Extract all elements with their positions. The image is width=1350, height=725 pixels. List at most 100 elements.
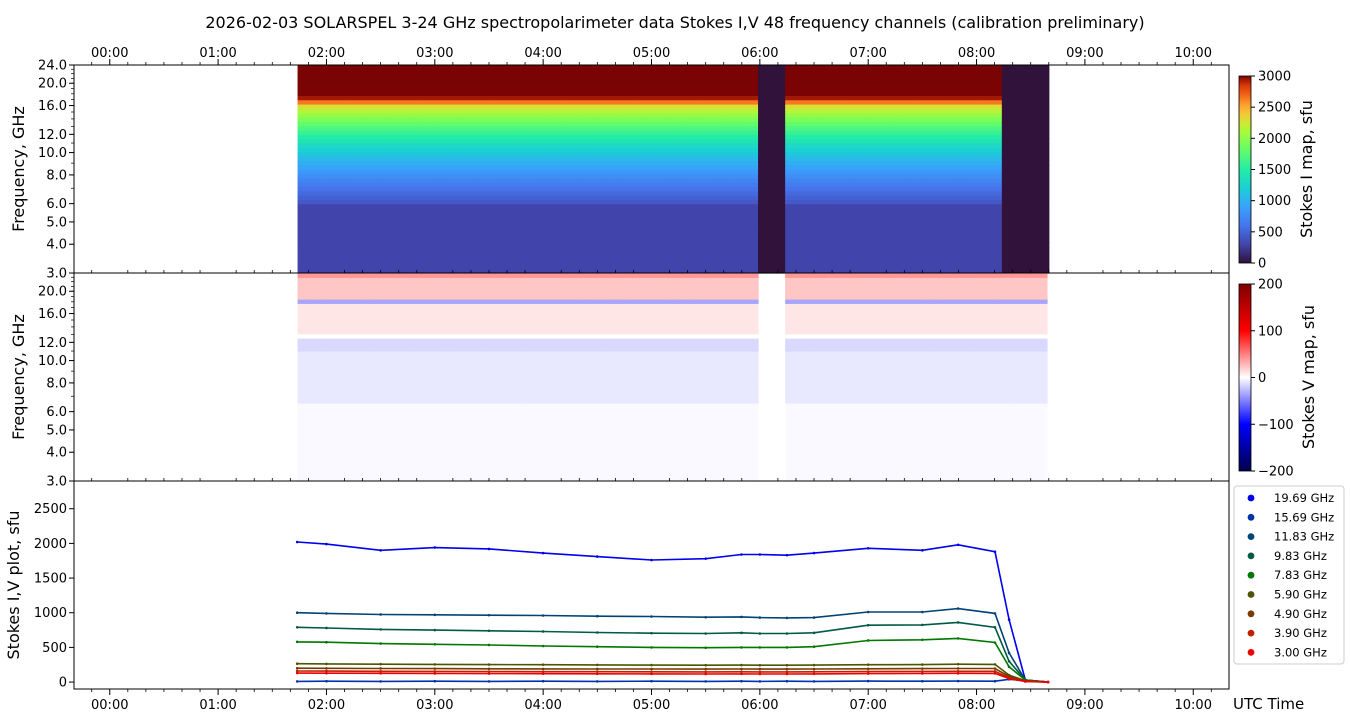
stokes-v-cell — [667, 459, 678, 465]
stokes-i-cell — [911, 212, 922, 218]
stokes-i-cell — [324, 199, 335, 205]
stokes-i-cell — [658, 112, 669, 118]
stokes-i-cell — [1001, 86, 1012, 92]
stokes-i-cell — [794, 247, 804, 252]
stokes-i-cell — [866, 264, 877, 270]
stokes-i-cell — [496, 138, 506, 144]
stokes-v-cell — [911, 472, 922, 478]
stokes-i-cell — [387, 260, 398, 265]
stokes-i-cell — [604, 99, 615, 105]
stokes-i-cell — [1001, 221, 1012, 226]
stokes-i-cell — [496, 104, 506, 109]
stokes-i-cell — [1001, 225, 1012, 231]
stokes-i-cell — [938, 186, 949, 192]
stokes-i-cell — [992, 221, 1003, 226]
stokes-i-cell — [712, 156, 723, 161]
stokes-v-cell — [947, 463, 958, 469]
stokes-i-cell — [351, 138, 362, 144]
stokes-v-cell — [360, 437, 371, 443]
stokes-i-cell — [956, 69, 967, 75]
stokes-i-cell — [631, 112, 642, 118]
stokes-i-cell — [442, 229, 452, 235]
stokes-v-cell — [812, 463, 822, 469]
stokes-i-cell — [857, 251, 867, 257]
stokes-i-cell — [694, 212, 705, 218]
stokes-i-cell — [442, 264, 452, 270]
stokes-v-cell — [649, 476, 660, 482]
stokes-i-cell — [920, 134, 931, 140]
stokes-i-cell — [396, 203, 407, 209]
stokes-i-cell — [667, 108, 678, 114]
stokes-i-cell — [297, 203, 308, 209]
stokes-i-cell — [387, 82, 398, 88]
stokes-i-cell — [541, 164, 551, 170]
stokes-i-cell — [767, 160, 777, 166]
stokes-i-cell — [432, 108, 443, 114]
stokes-i-cell — [776, 121, 786, 127]
stokes-i-cell — [568, 143, 579, 148]
stokes-i-cell — [694, 251, 705, 257]
stokes-v-cell — [965, 442, 976, 447]
stokes-i-cell — [604, 69, 615, 75]
stokes-i-cell — [487, 169, 497, 174]
stokes-i-cell — [640, 138, 651, 144]
stokes-i-cell — [541, 242, 551, 248]
stokes-i-cell — [965, 82, 976, 88]
stokes-i-cell — [884, 186, 895, 192]
stokes-i-cell — [631, 190, 642, 196]
stokes-v-cell — [902, 463, 913, 469]
stokes-i-cell — [442, 203, 452, 209]
stokes-i-cell — [604, 108, 615, 114]
stokes-i-cell — [794, 125, 804, 131]
stokes-v-cell — [351, 455, 362, 460]
stokes-i-cell — [297, 251, 308, 257]
stokes-i-cell — [550, 229, 561, 235]
stokes-i-cell — [523, 251, 533, 257]
stokes-i-cell — [1001, 169, 1012, 174]
stokes-v-cell — [595, 442, 606, 447]
stokes-i-cell — [342, 73, 353, 79]
stokes-i-cell — [857, 73, 867, 79]
stokes-i-cell — [1037, 199, 1048, 205]
stokes-i-cell — [414, 251, 425, 257]
y-tick-label: 10.0 — [38, 146, 67, 161]
stokes-i-cell — [839, 247, 849, 252]
stokes-i-cell — [324, 91, 335, 96]
stokes-i-cell — [893, 238, 904, 244]
stokes-i-cell — [857, 78, 867, 83]
stokes-i-cell — [694, 225, 705, 231]
stokes-v-cell — [947, 437, 958, 443]
stokes-i-cell — [776, 143, 786, 148]
stokes-i-cell — [992, 203, 1003, 209]
stokes-i-cell — [1046, 151, 1050, 157]
stokes-i-cell — [469, 125, 479, 131]
stokes-i-cell — [442, 221, 452, 226]
stokes-i-cell — [442, 82, 452, 88]
stokes-v-cell — [1028, 459, 1039, 465]
stokes-v-cell — [1037, 442, 1048, 447]
stokes-i-cell — [1028, 199, 1039, 205]
stokes-i-cell — [1046, 156, 1050, 161]
stokes-i-cell — [387, 151, 398, 157]
stokes-i-cell — [550, 65, 561, 70]
stokes-i-cell — [451, 216, 461, 222]
stokes-i-cell — [938, 238, 949, 244]
stokes-i-cell — [351, 91, 362, 96]
stokes-i-cell — [559, 216, 570, 222]
stokes-i-cell — [360, 251, 371, 257]
stokes-v-cell — [875, 463, 886, 469]
stokes-i-cell — [568, 164, 579, 170]
stokes-i-cell — [369, 164, 380, 170]
stokes-i-cell — [667, 104, 678, 109]
stokes-v-cell — [739, 459, 750, 465]
stokes-v-cell — [577, 446, 588, 452]
stokes-i-cell — [1001, 147, 1012, 153]
stokes-i-cell — [505, 160, 515, 166]
stokes-v-cell — [423, 433, 434, 439]
stokes-i-cell — [1010, 73, 1021, 79]
stokes-i-cell — [297, 255, 308, 261]
stokes-i-cell — [929, 130, 940, 135]
stokes-v-cell — [532, 437, 542, 443]
stokes-i-cell — [1028, 169, 1039, 174]
stokes-i-cell — [622, 182, 633, 187]
